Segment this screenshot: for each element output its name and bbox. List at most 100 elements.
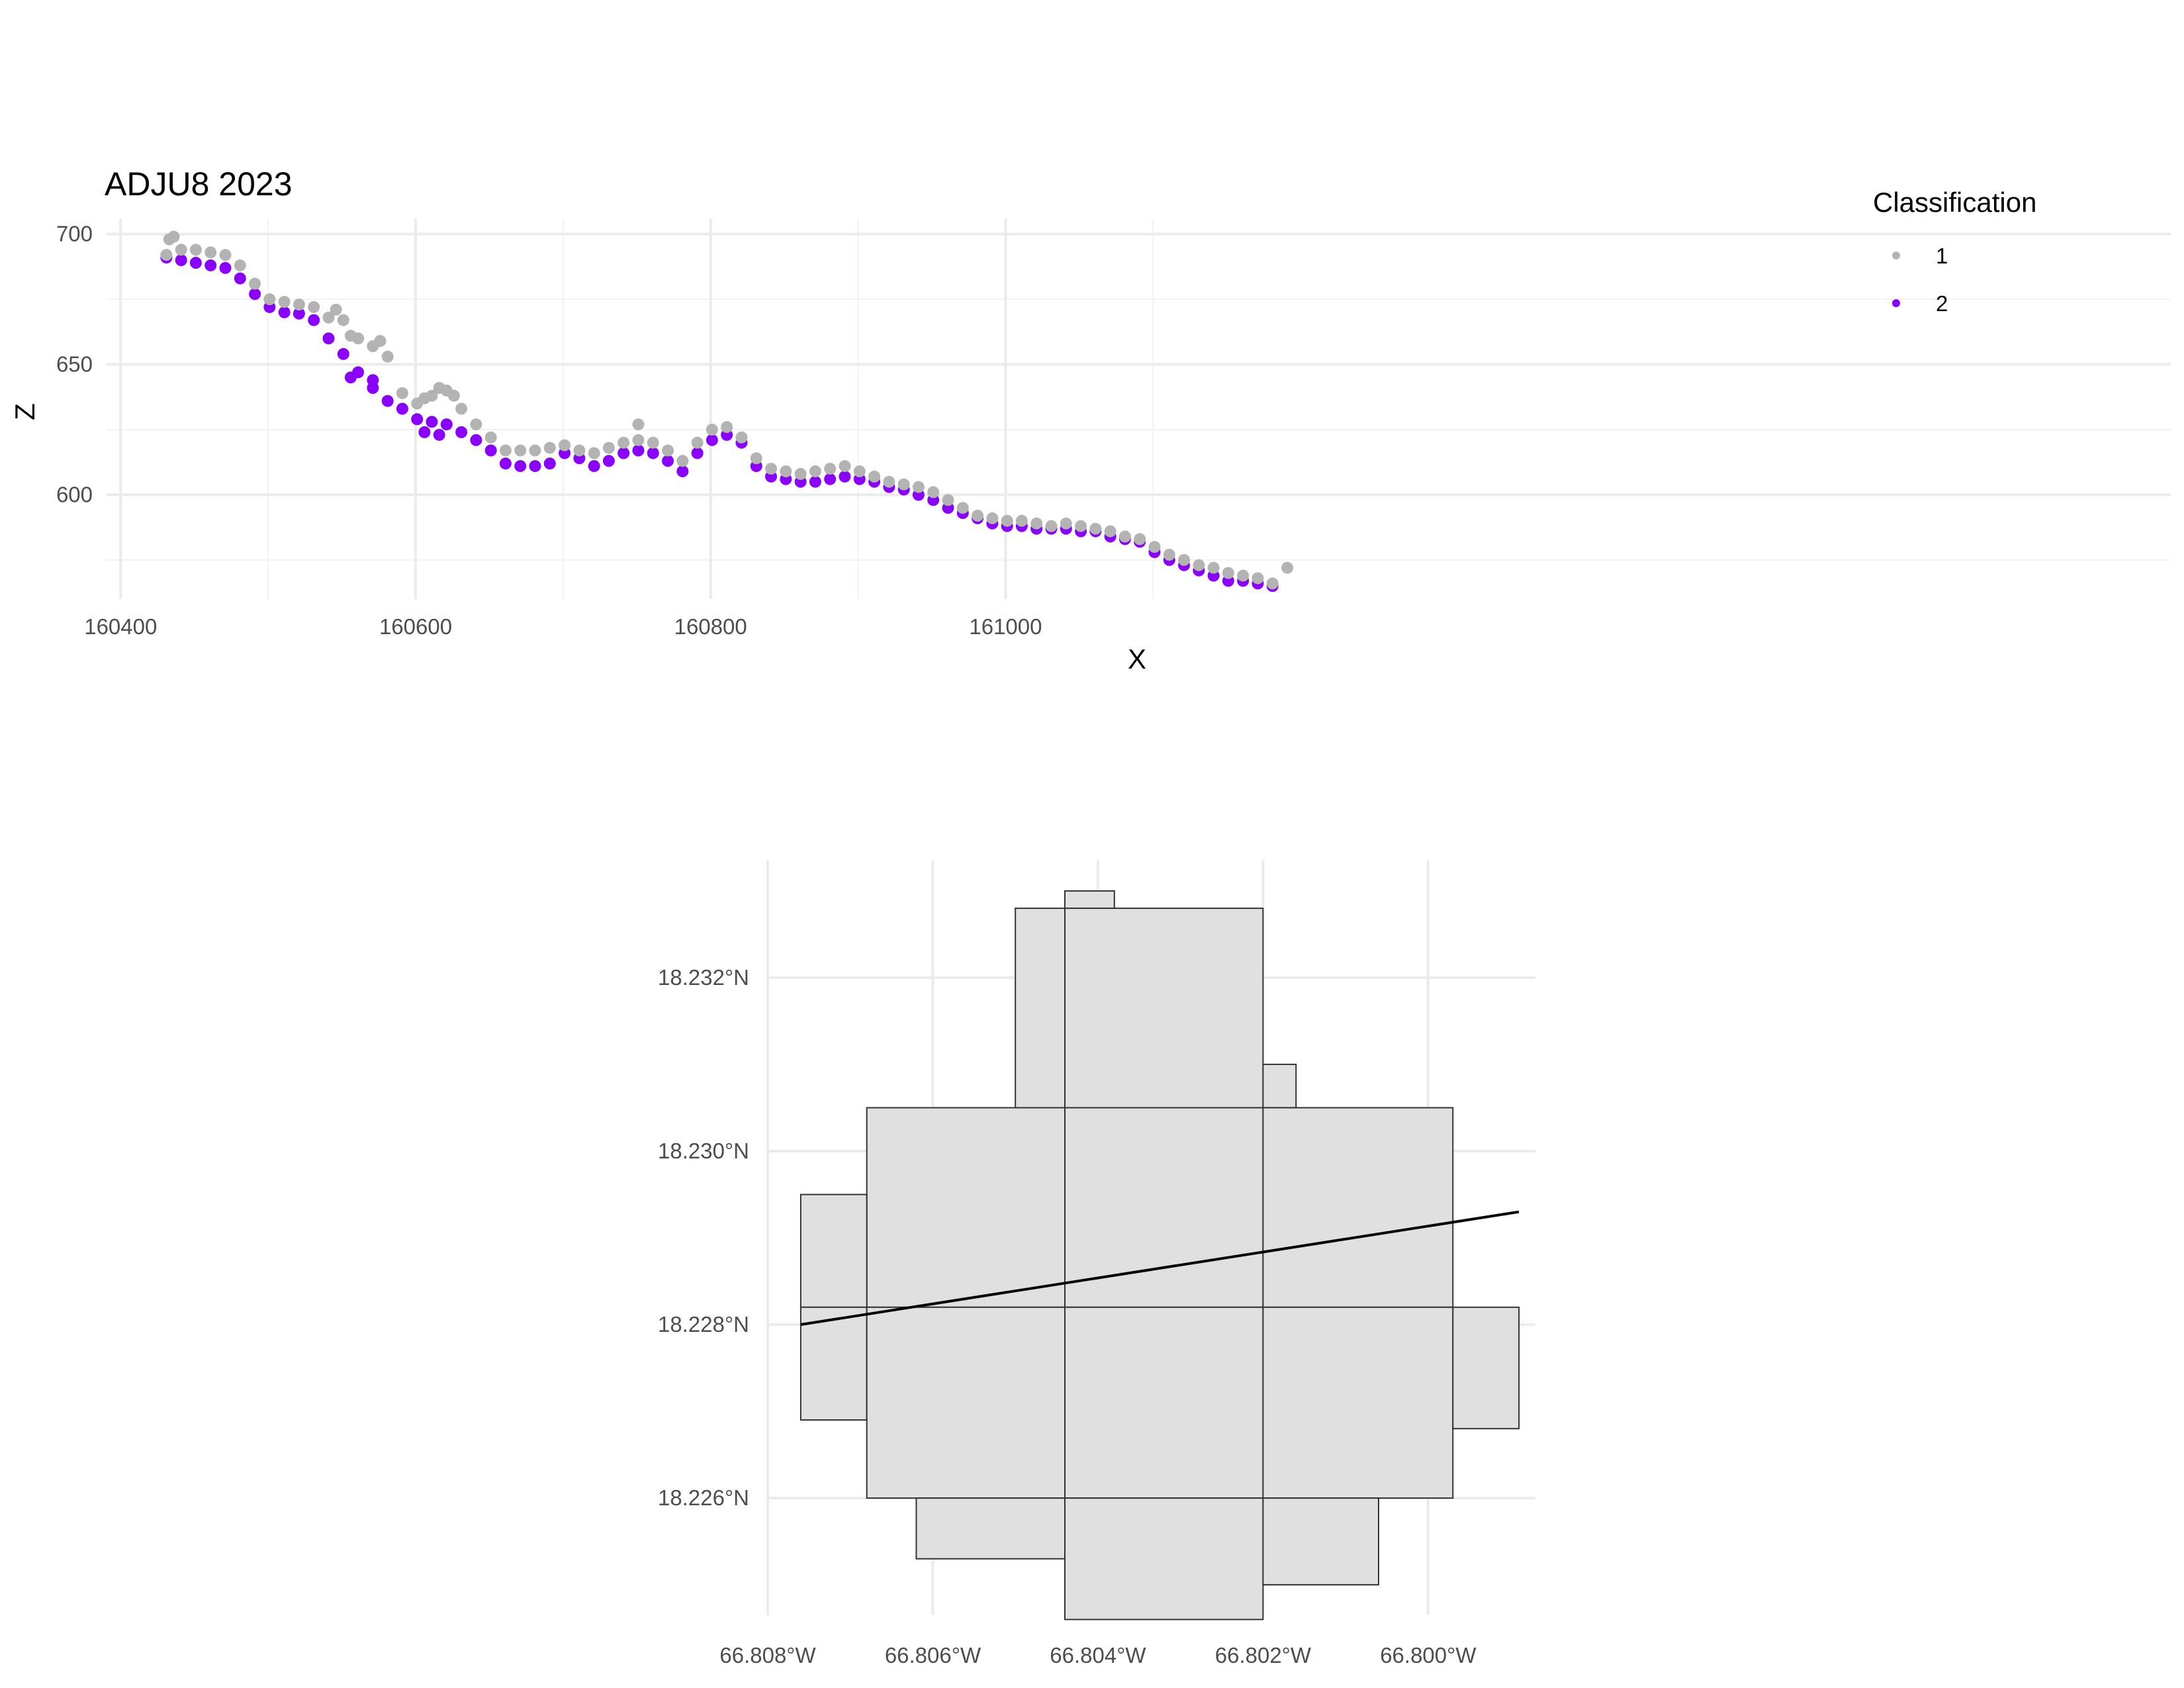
- point-class-1: [691, 436, 704, 449]
- point-class-1: [765, 463, 778, 475]
- point-class-1: [735, 431, 748, 444]
- point-class-2: [205, 259, 217, 271]
- point-class-2: [499, 457, 512, 470]
- point-class-2: [824, 473, 837, 485]
- point-class-2: [632, 444, 645, 457]
- legend-label-2: 2: [1936, 291, 1948, 316]
- point-class-1: [167, 230, 180, 243]
- scatter-grid: [106, 218, 2171, 599]
- point-class-1: [1163, 549, 1175, 561]
- point-class-1: [602, 442, 615, 454]
- tile: [915, 1497, 1066, 1560]
- point-class-2: [411, 413, 424, 426]
- point-class-1: [1148, 541, 1161, 553]
- point-class-2: [514, 460, 527, 473]
- point-class-2: [433, 428, 445, 441]
- point-class-1: [839, 460, 851, 473]
- point-class-2: [189, 257, 202, 269]
- tile: [1262, 1107, 1454, 1308]
- x-tick-label: 160600: [379, 614, 452, 639]
- point-class-1: [1193, 559, 1205, 571]
- longitude-tick-label: 66.806°W: [885, 1643, 981, 1667]
- tile: [1064, 908, 1264, 1109]
- point-class-2: [426, 416, 438, 428]
- point-class-2: [809, 475, 821, 488]
- scatter-tick-labels: 160400 160600 160800 161000 600 650 700: [56, 222, 1042, 639]
- legend-label-1: 1: [1936, 244, 1948, 268]
- point-class-1: [647, 436, 659, 449]
- point-class-1: [1075, 520, 1087, 532]
- point-class-1: [447, 389, 460, 402]
- latitude-tick-label: 18.226°N: [658, 1485, 749, 1510]
- point-class-1: [352, 332, 365, 345]
- point-class-1: [1060, 517, 1072, 530]
- point-class-1: [559, 439, 571, 451]
- point-class-1: [1281, 561, 1294, 574]
- y-axis-title: Z: [9, 403, 40, 420]
- point-class-2: [617, 447, 630, 459]
- tile: [1262, 1497, 1380, 1586]
- point-class-2: [839, 470, 851, 483]
- point-class-2: [647, 447, 659, 459]
- point-class-2: [455, 426, 468, 438]
- point-class-2: [588, 460, 600, 473]
- point-class-1: [853, 465, 866, 477]
- point-class-1: [1089, 522, 1102, 535]
- point-class-2: [249, 288, 261, 301]
- tile: [1064, 890, 1115, 910]
- point-class-2: [529, 460, 541, 473]
- longitude-tick-label: 66.800°W: [1380, 1643, 1477, 1667]
- point-class-1: [529, 444, 541, 457]
- point-class-1: [189, 244, 202, 256]
- point-class-1: [824, 463, 837, 475]
- map-plot: 66.808°W 66.806°W 66.804°W 66.802°W 66.800°W…: [658, 861, 1535, 1667]
- point-class-2: [175, 254, 187, 266]
- map-transect-line: [800, 1210, 1520, 1327]
- point-class-2: [543, 457, 556, 470]
- point-class-1: [263, 293, 276, 306]
- point-class-2: [293, 307, 305, 320]
- point-class-2: [418, 426, 431, 438]
- point-class-1: [942, 494, 954, 506]
- point-class-1: [499, 444, 512, 457]
- tile: [1015, 908, 1066, 1109]
- point-class-1: [293, 299, 305, 310]
- tile: [866, 1306, 1066, 1499]
- tile: [1262, 1306, 1454, 1499]
- point-class-1: [676, 455, 689, 467]
- point-class-1: [617, 436, 630, 449]
- point-class-1: [322, 311, 335, 324]
- point-class-1: [1266, 577, 1279, 590]
- point-class-1: [1001, 514, 1013, 527]
- point-class-1: [1104, 525, 1116, 538]
- y-tick-label: 700: [56, 222, 93, 246]
- point-class-1: [1222, 567, 1234, 579]
- point-class-2: [344, 371, 357, 384]
- point-class-1: [573, 444, 586, 457]
- point-class-2: [691, 447, 704, 459]
- point-class-2: [278, 306, 291, 318]
- point-class-1: [219, 249, 232, 261]
- tile: [799, 1306, 868, 1421]
- point-class-1: [374, 335, 387, 348]
- latitude-tick-label: 18.232°N: [658, 965, 749, 990]
- tile: [1064, 1497, 1264, 1620]
- point-class-1: [337, 314, 349, 326]
- longitude-tick-label: 66.804°W: [1050, 1643, 1146, 1667]
- point-class-2: [367, 374, 379, 387]
- point-class-1: [1030, 517, 1043, 530]
- point-class-1: [809, 465, 821, 477]
- point-class-2: [219, 261, 232, 274]
- point-class-1: [721, 421, 733, 434]
- point-class-2: [337, 348, 349, 360]
- x-tick-label: 160800: [674, 614, 747, 639]
- point-class-1: [1015, 514, 1028, 527]
- point-class-1: [927, 486, 940, 498]
- point-class-1: [160, 249, 173, 261]
- point-class-2: [234, 272, 246, 285]
- map-tiles: [799, 890, 1520, 1620]
- point-class-1: [249, 277, 261, 290]
- latitude-tick-label: 18.228°N: [658, 1312, 749, 1336]
- tile: [866, 1107, 1066, 1308]
- point-class-1: [897, 478, 910, 491]
